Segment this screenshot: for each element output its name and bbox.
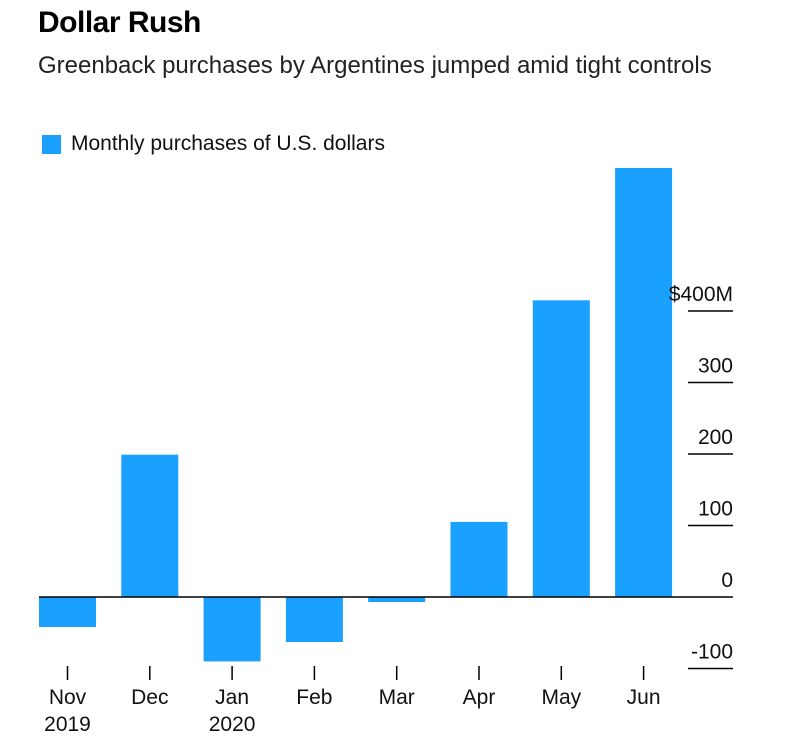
x-tick-label-6: May: [541, 686, 581, 709]
bar-4: [368, 597, 426, 602]
x-tick-label-5: Apr: [463, 686, 496, 709]
bar-2: [203, 597, 261, 662]
x-tick-label-2-line2: 2020: [209, 713, 256, 736]
x-tick-label-0-line2: 2019: [44, 713, 91, 736]
bar-1: [121, 454, 179, 597]
chart-subtitle: Greenback purchases by Argentines jumped…: [38, 52, 712, 79]
x-tick-label-2: Jan: [215, 686, 249, 709]
bars-group: [39, 168, 673, 662]
y-tick-label-2: 100: [698, 498, 733, 521]
x-axis: Nov 2019 Dec Jan 2020 Feb Mar Apr May Jun: [44, 666, 661, 736]
bar-6: [532, 300, 590, 597]
chart-title: Dollar Rush: [38, 6, 201, 39]
bar-3: [285, 597, 343, 642]
x-tick-label-7: Jun: [627, 686, 661, 709]
bar-7: [615, 168, 673, 597]
y-tick-label-0: -100: [691, 641, 733, 664]
bar-5: [450, 521, 508, 597]
x-tick-label-4: Mar: [379, 686, 415, 709]
x-tick-label-1: Dec: [131, 686, 168, 709]
y-tick-label-5: $400M: [669, 283, 733, 306]
y-tick-label-4: 300: [698, 355, 733, 378]
y-axis: -100 0 100 200 300 $400M: [669, 283, 733, 670]
legend: Monthly purchases of U.S. dollars: [42, 132, 385, 156]
bar-0: [39, 597, 96, 627]
x-tick-label-3: Feb: [296, 686, 332, 709]
y-tick-label-1: 0: [721, 569, 733, 592]
legend-label: Monthly purchases of U.S. dollars: [71, 132, 385, 155]
y-tick-label-3: 200: [698, 426, 733, 449]
legend-swatch: [42, 134, 61, 154]
x-tick-label-0: Nov: [49, 686, 87, 709]
